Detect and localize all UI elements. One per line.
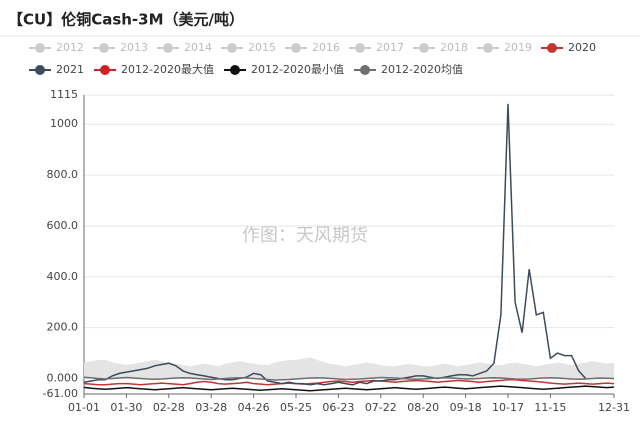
legend-label[interactable]: 2012-2020均值 [381, 63, 463, 76]
y-tick-label: 0.000 [47, 371, 79, 384]
legend-label[interactable]: 2014 [184, 41, 212, 54]
y-tick-label: -61.00 [43, 387, 78, 400]
y-tick-label: 400.0 [47, 270, 79, 283]
chart-title: 【CU】伦铜Cash-3M（美元/吨） [8, 11, 244, 29]
legend-icon-dot [35, 43, 45, 53]
x-tick-label: 01-30 [110, 401, 142, 414]
legend-icon-dot [163, 43, 173, 53]
watermark: 作图：天风期货 [242, 225, 368, 246]
series-line [83, 103, 587, 386]
legend-icon-dot [230, 65, 240, 75]
x-tick-label: 06-23 [322, 401, 354, 414]
legend-icon-dot [547, 43, 557, 53]
legend-label[interactable]: 2017 [376, 41, 404, 54]
legend-label[interactable]: 2012 [56, 41, 84, 54]
x-tick-label: 07-22 [365, 401, 397, 414]
legend-icon-dot [100, 65, 110, 75]
legend-label[interactable]: 2012-2020最大值 [121, 62, 214, 76]
x-tick-label: 09-18 [450, 401, 482, 414]
x-tick-label: 08-20 [407, 401, 439, 414]
y-tick-label: 1000 [50, 117, 78, 130]
legend-label[interactable]: 2019 [504, 41, 532, 54]
x-tick-label: 04-26 [238, 401, 270, 414]
legend-label[interactable]: 2016 [312, 41, 340, 54]
legend-icon-dot [360, 65, 370, 75]
y-tick-label: 1115 [50, 88, 78, 101]
legend-label[interactable]: 2018 [440, 41, 468, 54]
y-tick-label: 800.0 [47, 168, 79, 181]
legend-label[interactable]: 2020 [568, 41, 596, 54]
x-tick-label: 03-28 [195, 401, 227, 414]
legend-label[interactable]: 2012-2020最小值 [251, 63, 344, 76]
legend-icon-dot [291, 43, 301, 53]
legend-icon-dot [99, 43, 109, 53]
x-tick-label: 12-31 [598, 401, 630, 414]
x-tick-label: 05-25 [280, 401, 312, 414]
x-tick-label: 11-15 [534, 401, 566, 414]
y-tick-label: 600.0 [47, 219, 79, 232]
x-tick-label: 10-17 [492, 401, 524, 414]
series-line [83, 385, 615, 392]
legend-icon-dot [35, 65, 45, 75]
x-tick-label: 02-28 [153, 401, 185, 414]
legend-icon-dot [355, 43, 365, 53]
x-tick-label: 01-01 [68, 401, 100, 414]
legend-label[interactable]: 2015 [248, 41, 276, 54]
series-line [83, 379, 615, 386]
legend-icon-dot [419, 43, 429, 53]
series-line [83, 376, 615, 381]
legend-icon-dot [483, 43, 493, 53]
legend-icon-dot [227, 43, 237, 53]
legend-label[interactable]: 2013 [120, 41, 148, 54]
legend-label[interactable]: 2021 [56, 63, 84, 76]
y-tick-label: 200.0 [47, 321, 79, 334]
